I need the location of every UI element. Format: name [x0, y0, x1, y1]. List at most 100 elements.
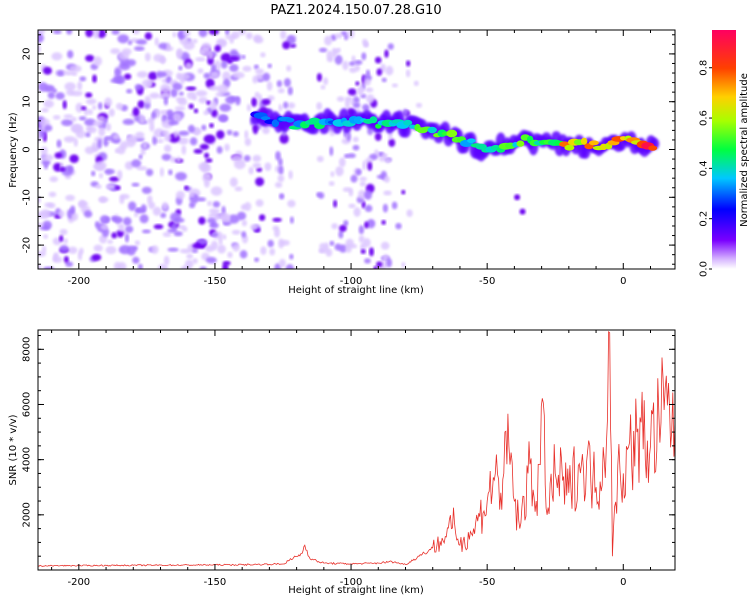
- spectrogram-noise-blob: [363, 42, 369, 48]
- spectrogram-noise-blob: [388, 138, 396, 147]
- spectrogram-noise-blob: [366, 94, 375, 104]
- spectrogram-noise-blob: [320, 85, 326, 90]
- spectrogram-noise-blob: [166, 109, 174, 118]
- spectrogram-noise-blob: [222, 71, 231, 81]
- spectrogram-noise-blob: [355, 81, 360, 86]
- spectrogram-noise-blob: [113, 75, 123, 83]
- spectrogram-noise-blob: [68, 246, 78, 254]
- spectrogram-noise-blob: [70, 205, 76, 214]
- spectrogram-noise-blob: [107, 239, 114, 244]
- spectrogram-noise-blob: [205, 256, 217, 264]
- spectrogram-feature-blob: [369, 116, 378, 124]
- spectrogram-noise-blob: [181, 145, 187, 155]
- spectrogram-noise-blob: [359, 181, 366, 187]
- spectrogram-noise-blob: [405, 69, 411, 78]
- spectrogram-noise-blob: [364, 221, 369, 229]
- spectrogram-noise-blob: [210, 71, 219, 78]
- spectrogram-noise-blob: [92, 105, 97, 110]
- spectrogram-noise-blob: [335, 33, 343, 39]
- spectrogram-noise-blob: [92, 120, 103, 127]
- spectrogram-feature-blob: [516, 140, 525, 147]
- spectrogram-noise-blob: [360, 249, 366, 254]
- spectrogram-noise-blob: [98, 127, 106, 137]
- spectrogram-noise-blob: [364, 204, 373, 212]
- spectrogram-noise-blob: [198, 162, 210, 171]
- spectrogram-noise-blob: [289, 216, 294, 224]
- spectrogram-noise-blob: [104, 168, 115, 175]
- spectrogram-noise-blob: [153, 224, 164, 230]
- spectrogram-noise-blob: [241, 231, 247, 238]
- spectrogram-x-tick-label: 0: [620, 276, 626, 287]
- spectrogram-noise-blob: [388, 133, 393, 140]
- spectrogram-noise-blob: [227, 251, 233, 258]
- spectrogram-noise-blob: [199, 49, 206, 55]
- spectrogram-noise-blob: [52, 237, 62, 246]
- spectrogram-noise-blob: [329, 240, 335, 246]
- spectrogram-noise-blob: [344, 153, 350, 159]
- spectrogram-noise-blob: [162, 232, 172, 237]
- colorbar-tick-label: 0.2: [699, 211, 710, 227]
- spectrogram-noise-blob: [342, 60, 349, 71]
- spectrogram-noise-blob: [175, 172, 187, 181]
- spectrogram-noise-blob: [318, 47, 328, 53]
- spectrogram-noise-blob: [316, 155, 324, 163]
- spectrogram-noise-blob: [207, 200, 213, 207]
- spectrogram-noise-blob: [38, 44, 41, 54]
- spectrogram-noise-blob: [201, 42, 212, 52]
- spectrogram-noise-blob: [319, 248, 328, 254]
- spectrogram-noise-blob: [164, 144, 172, 153]
- spectrogram-noise-blob: [217, 84, 229, 95]
- spectrogram-noise-blob: [358, 225, 365, 235]
- spectrogram-noise-blob: [217, 40, 227, 46]
- spectrogram-noise-blob: [212, 201, 221, 208]
- spectrogram-noise-blob: [323, 77, 329, 86]
- snr-plot-area: [38, 330, 675, 570]
- spectrogram-noise-blob: [216, 130, 225, 140]
- spectrogram-noise-blob: [278, 238, 285, 249]
- spectrogram-noise-blob: [92, 74, 97, 83]
- spectrogram-noise-blob: [38, 264, 42, 269]
- spectrogram-noise-blob: [142, 142, 148, 149]
- spectrogram-noise-blob: [151, 245, 159, 254]
- spectrogram-feature-blob: [403, 119, 413, 126]
- spectrogram-noise-blob: [339, 224, 347, 232]
- spectrogram-noise-blob: [59, 244, 69, 253]
- spectrogram-noise-blob: [269, 248, 276, 256]
- spectrogram-noise-blob: [163, 96, 169, 106]
- spectrogram-noise-blob: [192, 39, 198, 44]
- spectrogram-noise-blob: [192, 95, 197, 101]
- spectrogram-noise-blob: [274, 182, 283, 188]
- spectrogram-noise-blob: [99, 173, 103, 179]
- spectrogram-noise-blob: [333, 48, 339, 54]
- spectrogram-noise-blob: [383, 176, 390, 183]
- spectrogram-feature-blob: [589, 140, 599, 146]
- spectrogram-noise-blob: [210, 186, 223, 196]
- spectrogram-noise-blob: [232, 131, 239, 137]
- spectrogram-noise-blob: [395, 222, 402, 230]
- spectrogram-noise-blob: [91, 253, 102, 261]
- spectrogram-noise-blob: [344, 34, 349, 41]
- spectrogram-x-tick-label: -150: [204, 276, 227, 287]
- spectrogram-noise-blob: [383, 190, 392, 196]
- spectrogram-noise-blob: [251, 97, 257, 107]
- spectrogram-noise-blob: [105, 184, 115, 190]
- spectrogram-noise-blob: [331, 223, 338, 230]
- spectrogram-noise-blob: [100, 224, 108, 231]
- spectrogram-noise-blob: [385, 65, 394, 76]
- spectrogram-noise-blob: [189, 137, 198, 146]
- spectrogram-noise-blob: [364, 258, 371, 264]
- spectrogram-noise-blob: [105, 123, 112, 131]
- spectrogram-noise-blob: [41, 107, 49, 113]
- snr-y-tick-label: 8000: [22, 337, 33, 362]
- spectrogram-noise-blob: [255, 73, 265, 81]
- spectrogram-noise-blob: [174, 217, 185, 223]
- spectrogram-noise-blob: [260, 246, 267, 255]
- spectrogram-noise-blob: [209, 123, 214, 128]
- spectrogram-noise-blob: [178, 30, 184, 41]
- colorbar-label: Normalized spectral amplitude: [739, 73, 750, 227]
- spectrogram-noise-blob: [51, 52, 63, 61]
- spectrogram-noise-blob: [144, 32, 153, 40]
- spectrogram-noise-blob: [275, 151, 281, 161]
- spectrogram-noise-blob: [125, 225, 134, 233]
- spectrogram-noise-blob: [161, 91, 171, 99]
